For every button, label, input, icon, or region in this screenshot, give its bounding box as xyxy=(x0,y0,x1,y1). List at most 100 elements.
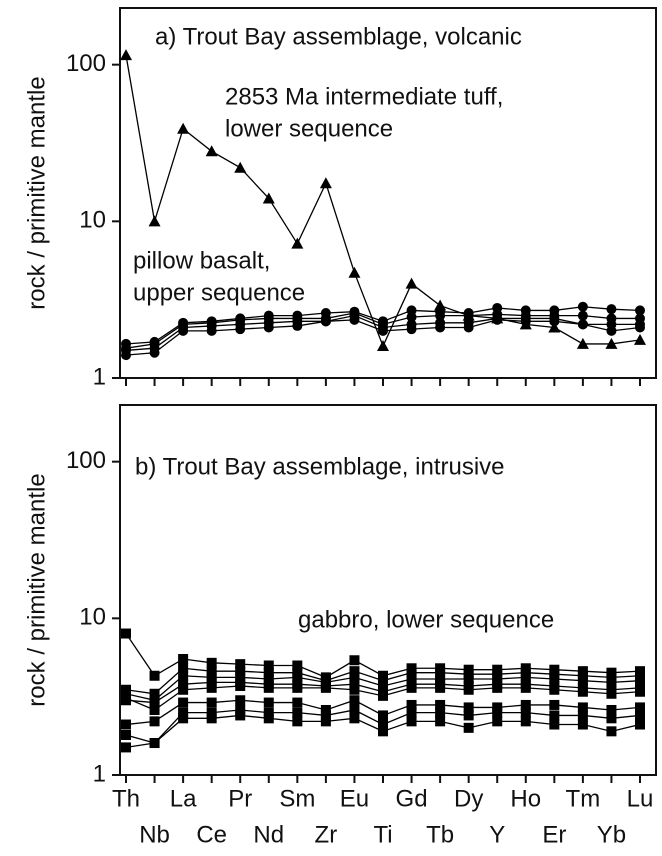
marker xyxy=(406,305,417,316)
marker xyxy=(349,704,360,715)
marker xyxy=(520,707,531,718)
marker xyxy=(349,672,360,683)
marker xyxy=(349,713,360,724)
marker xyxy=(263,713,274,724)
marker xyxy=(606,677,617,688)
marker xyxy=(149,716,160,727)
marker xyxy=(263,707,274,718)
x-tick-label: Tm xyxy=(566,785,601,812)
marker xyxy=(463,722,474,733)
marker xyxy=(178,707,189,718)
marker xyxy=(206,672,217,683)
x-tick-label: Lu xyxy=(627,785,654,812)
marker xyxy=(577,310,588,321)
marker xyxy=(205,145,218,157)
marker xyxy=(435,317,446,328)
marker xyxy=(349,684,360,695)
marker xyxy=(378,710,388,721)
marker xyxy=(576,337,589,349)
y-tick-label: 100 xyxy=(66,50,106,77)
marker xyxy=(320,307,331,318)
marker xyxy=(149,704,160,715)
marker xyxy=(349,655,360,666)
marker xyxy=(235,704,246,715)
marker xyxy=(235,680,246,691)
marker xyxy=(378,680,388,691)
x-tick-label: Nb xyxy=(139,821,170,848)
marker xyxy=(320,704,331,715)
marker xyxy=(292,672,303,683)
marker xyxy=(492,673,503,684)
marker xyxy=(635,675,645,686)
annotation: upper sequence xyxy=(133,279,305,306)
marker xyxy=(291,237,304,249)
x-tick-label: La xyxy=(170,785,197,812)
marker xyxy=(235,666,246,677)
marker xyxy=(378,675,388,686)
marker xyxy=(206,666,217,677)
marker xyxy=(292,707,303,718)
marker xyxy=(606,304,617,315)
marker xyxy=(349,666,360,677)
marker xyxy=(463,684,474,695)
marker xyxy=(378,719,388,730)
marker xyxy=(435,716,446,727)
marker xyxy=(378,690,388,701)
marker xyxy=(635,702,645,713)
marker xyxy=(577,675,588,686)
marker xyxy=(206,316,217,327)
y-axis-label: rock / primitive mantle xyxy=(23,76,50,309)
marker xyxy=(178,670,189,681)
marker xyxy=(149,738,160,749)
x-tick-label: Th xyxy=(112,785,140,812)
marker xyxy=(520,672,531,683)
marker xyxy=(492,716,503,727)
marker xyxy=(492,302,503,313)
marker xyxy=(206,697,217,708)
marker xyxy=(177,122,190,134)
marker xyxy=(235,672,246,683)
marker xyxy=(463,317,474,328)
marker xyxy=(262,192,275,204)
marker xyxy=(235,313,246,324)
marker xyxy=(635,313,645,324)
marker xyxy=(263,682,274,693)
marker xyxy=(263,310,274,321)
marker xyxy=(234,161,247,173)
y-tick-label: 10 xyxy=(79,604,106,631)
marker xyxy=(406,682,417,693)
marker xyxy=(605,337,618,349)
marker xyxy=(405,277,418,289)
x-tick-label: Ti xyxy=(373,821,392,848)
marker xyxy=(178,654,189,665)
marker xyxy=(549,673,560,684)
marker xyxy=(206,713,217,724)
marker xyxy=(235,659,246,670)
y-tick-label: 100 xyxy=(66,447,106,474)
marker xyxy=(148,215,161,227)
plot-frame xyxy=(119,404,657,776)
marker xyxy=(235,695,246,706)
marker xyxy=(606,688,617,699)
annotation: lower sequence xyxy=(225,115,393,142)
x-tick-label: Dy xyxy=(454,785,483,812)
marker xyxy=(121,693,131,704)
x-tick-label: Zr xyxy=(315,821,338,848)
marker xyxy=(263,660,274,671)
marker xyxy=(377,340,389,352)
marker xyxy=(520,305,531,316)
marker xyxy=(349,695,360,706)
marker xyxy=(549,684,560,695)
marker xyxy=(178,697,189,708)
marker xyxy=(178,663,189,674)
panel-title: b) Trout Bay assemblage, intrusive xyxy=(135,453,505,480)
x-tick-label: Y xyxy=(489,821,505,848)
marker xyxy=(406,699,417,710)
marker xyxy=(406,716,417,727)
marker xyxy=(292,660,303,671)
marker xyxy=(349,679,360,690)
marker xyxy=(463,710,474,721)
annotation: gabbro, lower sequence xyxy=(298,606,554,633)
marker xyxy=(320,710,331,721)
